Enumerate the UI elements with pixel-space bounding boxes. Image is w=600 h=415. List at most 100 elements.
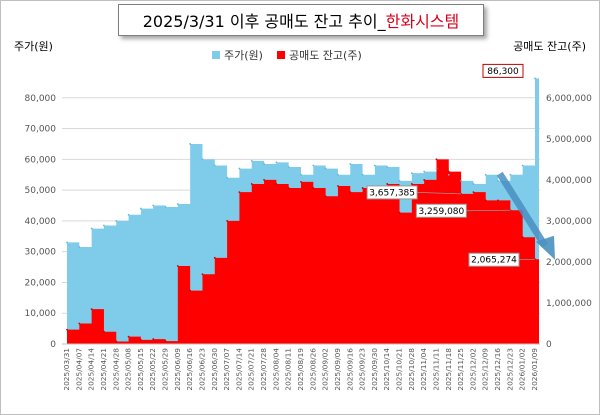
x-tick-label: 2025/09/02 bbox=[321, 348, 330, 391]
price-point bbox=[127, 213, 130, 216]
short-point bbox=[78, 322, 81, 325]
left-tick-label: 70,000 bbox=[25, 125, 57, 135]
left-tick-label: 20,000 bbox=[25, 278, 57, 288]
price-point bbox=[472, 183, 475, 185]
annotation-leader bbox=[518, 258, 536, 261]
price-point bbox=[337, 173, 339, 176]
price-point bbox=[90, 227, 93, 230]
price-point bbox=[484, 173, 487, 176]
price-point bbox=[398, 179, 401, 182]
price-point bbox=[263, 163, 265, 165]
price-point bbox=[66, 241, 68, 244]
x-tick-label: 2025/09/16 bbox=[345, 348, 354, 391]
x-tick-label: 2025/10/28 bbox=[407, 348, 416, 391]
short-point bbox=[312, 187, 315, 189]
x-tick-label: 2025/05/29 bbox=[161, 348, 170, 391]
short-point bbox=[484, 199, 487, 202]
right-tick-label: 6,000,000 bbox=[546, 94, 592, 104]
x-tick-label: 2025/04/14 bbox=[87, 348, 96, 391]
price-point bbox=[201, 158, 204, 161]
price-point bbox=[349, 163, 352, 165]
x-tick-label: 2025/10/14 bbox=[382, 348, 391, 391]
short-point bbox=[213, 256, 216, 259]
legend-item-short: 공매도 잔고(주) bbox=[276, 47, 362, 63]
left-tick-label: 50,000 bbox=[25, 186, 57, 196]
price-point bbox=[509, 173, 512, 176]
x-tick-label: 2025/05/08 bbox=[124, 348, 133, 391]
short-point bbox=[460, 193, 463, 195]
x-tick-label: 2025/11/11 bbox=[431, 348, 440, 391]
price-point bbox=[324, 167, 327, 170]
short-point bbox=[423, 178, 426, 181]
chart-legend: 주가(원) 공매도 잔고(주) bbox=[212, 47, 376, 63]
short-point bbox=[324, 195, 327, 198]
price-point bbox=[238, 167, 241, 170]
price-point bbox=[497, 179, 499, 182]
price-point bbox=[250, 159, 253, 162]
legend-item-price: 주가(원) bbox=[212, 47, 263, 63]
legend-label-price: 주가(원) bbox=[224, 49, 263, 62]
x-tick-label: 2025/05/15 bbox=[136, 348, 145, 391]
short-point bbox=[435, 158, 438, 161]
short-point bbox=[287, 187, 290, 189]
x-tick-label: 2025/06/23 bbox=[197, 348, 206, 391]
price-point bbox=[213, 164, 216, 167]
short-point bbox=[398, 211, 401, 214]
x-tick-label: 2025/08/04 bbox=[271, 348, 280, 391]
price-point bbox=[386, 166, 389, 168]
trend-arrow-shaft bbox=[496, 171, 548, 248]
short-point bbox=[238, 191, 241, 194]
price-point bbox=[410, 172, 413, 175]
x-tick-label: 2025/06/16 bbox=[185, 348, 194, 391]
price-point bbox=[115, 219, 118, 222]
x-tick-label: 2025/04/21 bbox=[99, 348, 108, 391]
right-axis-title: 공매도 잔고(주) bbox=[513, 40, 586, 53]
right-tick-label: 5,000,000 bbox=[546, 135, 592, 145]
price-point bbox=[534, 77, 536, 80]
short-point bbox=[139, 338, 142, 341]
price-point bbox=[361, 173, 364, 176]
left-axis-title: 주가(원) bbox=[14, 40, 53, 53]
x-tick-label: 2026/01/02 bbox=[518, 348, 527, 391]
left-tick-label: 40,000 bbox=[25, 217, 57, 227]
price-point bbox=[103, 224, 105, 227]
price-point bbox=[164, 206, 167, 208]
left-tick-label: 80,000 bbox=[25, 94, 57, 104]
short-point bbox=[410, 183, 413, 185]
legend-swatch-short bbox=[276, 51, 285, 59]
x-tick-label: 2025/12/23 bbox=[505, 348, 514, 391]
right-tick-label: 4,000,000 bbox=[546, 176, 592, 186]
short-point bbox=[66, 328, 68, 331]
x-tick-label: 2025/08/11 bbox=[284, 348, 293, 391]
x-tick-label: 2025/08/26 bbox=[308, 348, 317, 391]
short-point bbox=[103, 330, 105, 333]
x-tick-label: 2026/01/09 bbox=[530, 348, 539, 391]
left-tick-label: 0 bbox=[50, 340, 56, 350]
short-point bbox=[115, 340, 118, 343]
price-point bbox=[287, 166, 290, 168]
price-point bbox=[300, 173, 302, 176]
short-point bbox=[127, 335, 130, 338]
chart-title-highlight: 한화시스템 bbox=[385, 12, 460, 31]
short-point bbox=[250, 183, 253, 185]
right-tick-label: 0 bbox=[546, 340, 552, 350]
short-point bbox=[386, 183, 389, 185]
price-point bbox=[226, 176, 229, 179]
short-point bbox=[176, 265, 179, 267]
x-tick-label: 2025/11/25 bbox=[456, 348, 465, 391]
right-tick-label: 2,000,000 bbox=[546, 258, 592, 268]
price-point bbox=[373, 164, 376, 167]
x-tick-label: 2025/09/30 bbox=[370, 348, 379, 391]
price-point bbox=[152, 204, 155, 207]
x-tick-label: 2025/11/18 bbox=[444, 348, 453, 391]
short-point bbox=[521, 236, 524, 239]
x-tick-label: 2025/12/16 bbox=[493, 348, 502, 391]
x-tick-label: 2025/06/09 bbox=[173, 348, 182, 391]
price-point bbox=[460, 179, 463, 182]
right-tick-label: 1,000,000 bbox=[546, 299, 592, 309]
legend-label-short: 공매도 잔고(주) bbox=[288, 49, 362, 62]
x-tick-label: 2025/10/21 bbox=[395, 348, 404, 391]
x-tick-label: 2025/09/09 bbox=[333, 348, 342, 391]
short-point bbox=[275, 183, 278, 185]
short-point bbox=[337, 185, 339, 187]
